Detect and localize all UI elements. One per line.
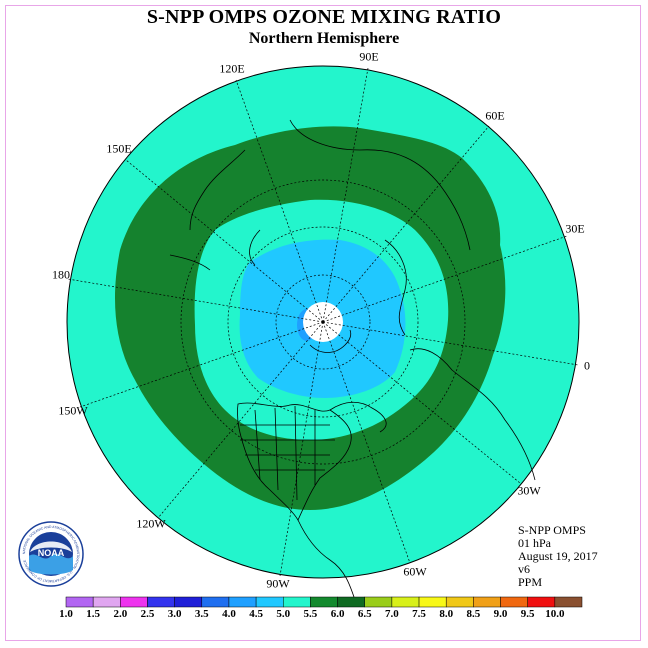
- colorbar-tick-label: 6.0: [330, 608, 345, 620]
- lon-label-0: 0: [584, 358, 590, 373]
- colorbar-tick-label: 9.5: [520, 608, 535, 620]
- figure-frame: [5, 5, 641, 641]
- meridian-150e: [125, 159, 324, 323]
- map-title: S-NPP OMPS OZONE MIXING RATIO: [146, 6, 502, 28]
- meridian-0: [322, 321, 579, 366]
- colorbar-tick-label: 1.5: [86, 608, 101, 620]
- colorbar-tick-label: 4.5: [249, 608, 263, 620]
- colorbar-tick-label: 8.0: [439, 608, 454, 620]
- info-level: 01 hPa: [518, 536, 551, 550]
- colorbar-swatch: [283, 596, 311, 608]
- state-borders-vertical: [254, 405, 316, 501]
- meridian-30w: [322, 321, 521, 484]
- east-asia-coast: [189, 149, 246, 231]
- colorbar-tick-label: 5.5: [303, 608, 318, 620]
- info-units: PPM: [518, 575, 543, 589]
- lon-label-180: 180: [52, 267, 70, 282]
- meridian-30e: [322, 235, 568, 323]
- colorbar-tick-label: 7.0: [385, 608, 399, 620]
- map-subtitle: Northern Hemisphere: [248, 30, 400, 47]
- colorbar: [65, 596, 583, 608]
- colorbar-swatch: [473, 596, 501, 608]
- meridian-150w: [79, 321, 324, 408]
- info-instrument: S-NPP OMPS: [518, 523, 586, 537]
- siberia-coast: [384, 239, 407, 336]
- colorbar-swatch: [147, 596, 175, 608]
- info-version: v6: [518, 562, 530, 576]
- map-boundary: [66, 65, 580, 579]
- colorbar-swatch: [500, 596, 528, 608]
- colorbar-tick-label: 5.0: [276, 608, 291, 620]
- colorbar-swatch: [92, 596, 121, 608]
- colorbar-tick-label: 10.0: [545, 608, 565, 620]
- colorbar-tick-label: 1.0: [59, 608, 73, 620]
- lon-label-30e: 30E: [565, 221, 585, 236]
- graticule: [67, 67, 579, 577]
- lon-label-30w: 30W: [517, 483, 541, 498]
- colorbar-swatch: [174, 596, 203, 608]
- info-date: August 19, 2017: [518, 549, 598, 563]
- arctic-coast: [309, 329, 352, 353]
- state-borders: [240, 424, 335, 471]
- colorbar-tick-label: 2.0: [113, 608, 128, 620]
- colorbar-swatch: [391, 596, 420, 608]
- colorbar-swatch: [364, 596, 393, 608]
- colorbar-tick-label: 2.5: [140, 608, 155, 620]
- kamchatka-coast: [249, 229, 261, 266]
- lon-label-150e: 150E: [106, 141, 132, 156]
- colorbar-tick-label: 4.0: [222, 608, 236, 620]
- colorbar-swatch: [65, 596, 94, 608]
- colorbar-tick-label: 8.5: [466, 608, 481, 620]
- colorbar-swatch: [418, 596, 447, 608]
- colorbar-tick-label: 7.5: [412, 608, 426, 620]
- europe-africa-coast: [409, 348, 536, 481]
- lon-label-60e: 60E: [485, 108, 505, 123]
- north-america-coast: [237, 402, 352, 521]
- meridian-60w: [322, 321, 411, 564]
- central-america-coast: [297, 519, 356, 601]
- colorbar-swatch: [201, 596, 230, 608]
- lon-label-60w: 60W: [403, 564, 427, 579]
- colorbar-swatch: [445, 596, 474, 608]
- lon-label-90w: 90W: [266, 576, 290, 591]
- meridian-180: [67, 278, 324, 323]
- colorbar-tick-label: 3.0: [167, 608, 182, 620]
- colorbar-swatch: [337, 596, 365, 608]
- latitude-circle-60: [227, 226, 419, 418]
- logo-wordmark: NOAA: [38, 548, 65, 558]
- colorbar-tick-label: 3.5: [194, 608, 209, 620]
- colorbar-swatch: [310, 596, 338, 608]
- latitude-circle-75: [275, 274, 371, 370]
- meridian-90e: [322, 67, 369, 323]
- colorbar-swatch: [255, 596, 284, 608]
- lon-label-90e: 90E: [359, 49, 379, 64]
- info-block: S-NPP OMPS 01 hPa August 19, 2017 v6 PPM: [518, 524, 598, 589]
- colorbar-swatch: [554, 596, 583, 608]
- meridian-90w: [279, 321, 324, 577]
- colorbar-tick-label: 9.0: [493, 608, 508, 620]
- coastlines: [169, 119, 536, 601]
- noaa-logo: NOAA NATIONAL OCEANIC AND ATMOSPHERIC AD…: [18, 521, 84, 587]
- alaska-coast: [169, 254, 211, 271]
- lon-label-120e: 120E: [219, 61, 245, 76]
- meridian-120w: [157, 321, 324, 519]
- latitude-circle-30: [180, 179, 466, 465]
- meridian-60e: [322, 125, 490, 323]
- lon-label-120w: 120W: [136, 516, 166, 531]
- lon-label-150w: 150W: [58, 403, 88, 418]
- colorbar-tick-label: 6.5: [357, 608, 372, 620]
- meridian-120e: [235, 79, 324, 323]
- asia-coast: [289, 119, 471, 251]
- colorbar-swatch: [120, 596, 148, 608]
- greenland-coast: [329, 401, 387, 433]
- colorbar-swatch: [527, 596, 556, 608]
- colorbar-swatch: [228, 596, 257, 608]
